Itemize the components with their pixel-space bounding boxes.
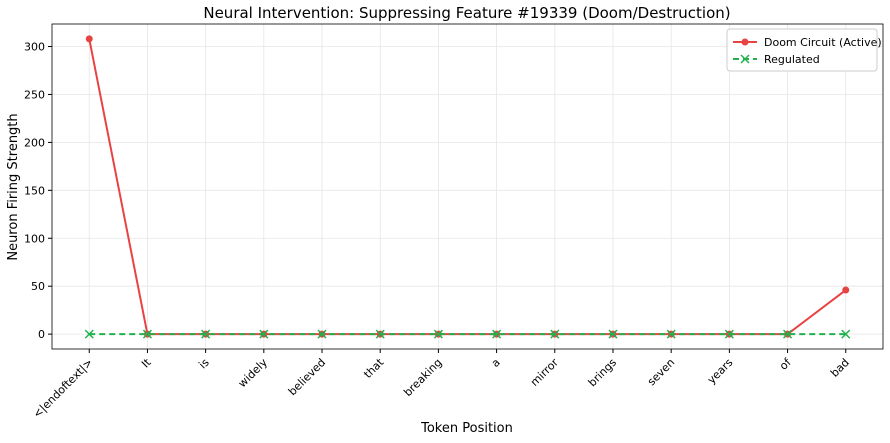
marker: [259, 329, 269, 339]
x-tick-label: years: [705, 356, 736, 387]
y-tick-label: 100: [24, 232, 45, 245]
marker: [142, 329, 152, 339]
legend-label: Regulated: [764, 53, 820, 66]
marker: [608, 329, 618, 339]
x-tick-label: bad: [828, 356, 852, 380]
marker: [375, 329, 385, 339]
marker: [317, 329, 327, 339]
legend-marker: [741, 38, 749, 46]
marker: [841, 329, 851, 339]
marker: [666, 329, 676, 339]
x-tick-label: widely: [236, 356, 271, 391]
plot-frame: [51, 23, 884, 350]
legend-label: Doom Circuit (Active): [764, 36, 882, 49]
x-tick-label: mirror: [528, 356, 561, 389]
x-tick-label: It: [139, 355, 154, 370]
x-axis-label: Token Position: [420, 421, 513, 436]
legend-box: [726, 28, 878, 72]
marker: [724, 329, 734, 339]
marker: [85, 35, 93, 43]
x-tick-label: breaking: [401, 356, 444, 399]
marker: [492, 329, 502, 339]
y-tick-label: 0: [38, 328, 45, 341]
marker: [783, 329, 793, 339]
y-tick-label: 300: [24, 41, 45, 54]
legend-marker: [740, 54, 750, 64]
x-tick-label: seven: [645, 356, 677, 388]
x-tick-label: brings: [586, 356, 620, 390]
marker: [84, 329, 94, 339]
x-tick-label: that: [361, 355, 386, 380]
y-tick-label: 150: [24, 184, 45, 197]
x-tick-label: a: [489, 356, 503, 370]
y-tick-label: 50: [31, 280, 45, 293]
marker: [201, 329, 211, 339]
y-axis-label: Neuron Firing Strength: [6, 113, 21, 260]
x-tick-label: is: [196, 356, 212, 372]
marker: [550, 329, 560, 339]
x-tick-label: <|endoftext|>: [31, 356, 96, 421]
chart-title: Neural Intervention: Suppressing Feature…: [203, 4, 730, 22]
y-tick-label: 200: [24, 136, 45, 149]
x-tick-label: of: [777, 355, 794, 372]
y-tick-label: 250: [24, 88, 45, 101]
marker: [433, 329, 443, 339]
series-line: [88, 38, 847, 336]
marker: [842, 286, 850, 294]
x-tick-label: believed: [286, 356, 328, 398]
